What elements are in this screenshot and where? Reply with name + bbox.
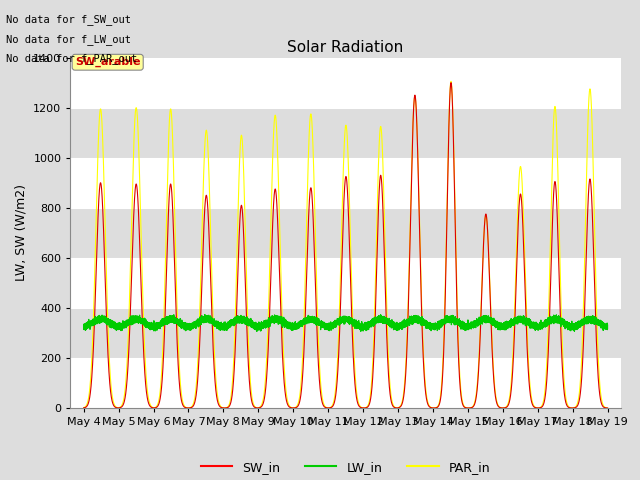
SW_in	[500, 405, 508, 411]
LW_in	[414, 318, 422, 324]
Title: Solar Radiation: Solar Radiation	[287, 40, 404, 55]
SW_in	[488, 336, 495, 341]
PAR_in	[447, 79, 455, 84]
PAR_in	[80, 405, 88, 410]
PAR_in	[414, 160, 422, 166]
Text: No data for f_SW_out: No data for f_SW_out	[6, 14, 131, 25]
SW_in	[474, 384, 481, 390]
Text: No data for f_PAR_out: No data for f_PAR_out	[6, 53, 138, 64]
Line: LW_in: LW_in	[84, 314, 607, 331]
Bar	[70, 358, 621, 408]
SW_in	[80, 405, 88, 411]
Text: No data for f_LW_out: No data for f_LW_out	[6, 34, 131, 45]
Line: PAR_in: PAR_in	[84, 82, 607, 408]
LW_in	[488, 320, 495, 325]
SW_in	[604, 405, 611, 411]
Bar	[70, 158, 621, 208]
PAR_in	[604, 405, 611, 411]
PAR_in	[108, 383, 115, 389]
Y-axis label: LW, SW (W/m2): LW, SW (W/m2)	[15, 184, 28, 281]
LW_in	[108, 320, 115, 326]
Bar	[70, 308, 621, 358]
SW_in	[447, 80, 455, 85]
Line: SW_in: SW_in	[84, 83, 607, 408]
LW_in	[501, 324, 509, 330]
PAR_in	[508, 370, 516, 376]
Bar	[70, 58, 621, 108]
LW_in	[201, 312, 209, 317]
Legend: SW_in, LW_in, PAR_in: SW_in, LW_in, PAR_in	[196, 456, 495, 479]
PAR_in	[488, 329, 495, 335]
Bar	[70, 208, 621, 258]
Bar	[70, 108, 621, 158]
LW_in	[604, 326, 611, 332]
LW_in	[474, 322, 481, 327]
Bar	[70, 258, 621, 308]
PAR_in	[500, 405, 508, 410]
SW_in	[414, 166, 422, 171]
LW_in	[508, 319, 516, 325]
PAR_in	[474, 379, 481, 385]
SW_in	[508, 380, 516, 385]
Text: SW_arable: SW_arable	[75, 57, 140, 67]
LW_in	[80, 323, 88, 329]
LW_in	[253, 328, 260, 334]
SW_in	[108, 392, 115, 398]
